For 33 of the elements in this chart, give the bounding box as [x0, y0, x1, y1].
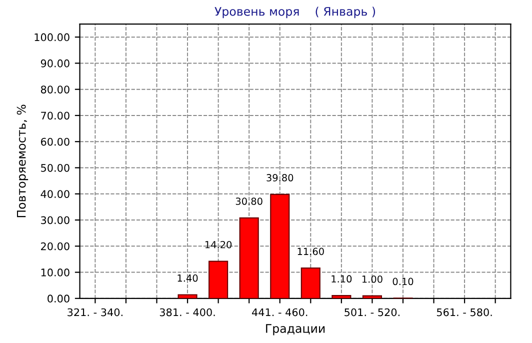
data-label: 14.20: [205, 240, 232, 248]
y-tick-label: 0.00: [48, 294, 70, 303]
y-tick-label: 30.00: [41, 216, 70, 224]
data-label: 11.60: [298, 248, 324, 256]
x-axis-title: Градации: [266, 324, 325, 336]
y-tick-label: 90.00: [40, 59, 70, 68]
y-tick-label: 50.00: [41, 164, 70, 172]
y-tick-label: 20.00: [41, 242, 70, 250]
bar: [270, 194, 290, 298]
bar: [300, 268, 320, 298]
y-tick-label: 40.00: [40, 190, 70, 198]
bar: [362, 295, 382, 298]
chart-title: Уровень моря ( Январь ): [214, 6, 376, 18]
data-label: 30.80: [236, 198, 262, 205]
data-label: 1.40: [178, 274, 198, 282]
y-tick-label: 100.00: [34, 33, 70, 42]
x-tick-label: 381. - 400.: [160, 308, 215, 316]
x-tick-label: 441. - 460.: [252, 308, 308, 316]
y-axis-title: Повторяемость, %: [16, 104, 28, 218]
data-label: 0.10: [392, 278, 414, 286]
data-label: 1.10: [332, 275, 352, 283]
y-tick-label: 70.00: [41, 112, 70, 120]
y-tick-label: 60.00: [40, 138, 70, 146]
x-tick-label: 561. - 580.: [436, 308, 492, 316]
bar: [178, 294, 198, 298]
x-tick-label: 501. - 520.: [344, 308, 400, 316]
y-tick-label: 80.00: [40, 86, 70, 94]
y-tick-label: 10.00: [41, 268, 70, 276]
bar: [239, 217, 259, 298]
x-tick-label: 321. - 340.: [68, 308, 122, 316]
bar: [208, 260, 228, 298]
data-label: 39.80: [266, 174, 294, 182]
data-label: 1.00: [362, 275, 382, 283]
